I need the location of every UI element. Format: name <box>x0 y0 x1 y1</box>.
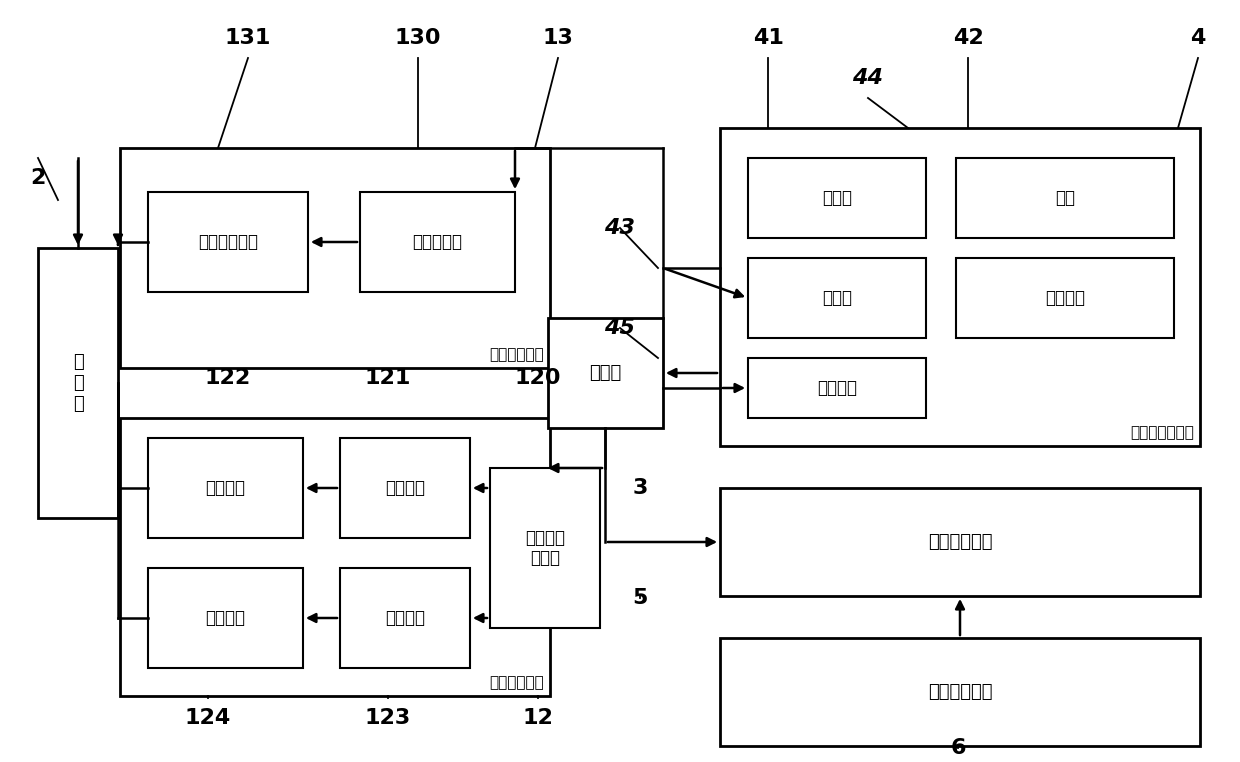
Bar <box>956 258 1174 338</box>
Text: 131: 131 <box>224 28 272 48</box>
Bar <box>148 438 303 538</box>
Bar <box>360 192 515 292</box>
Bar <box>38 248 118 518</box>
Text: 音频设备: 音频设备 <box>817 379 857 397</box>
Bar <box>120 148 551 368</box>
Bar <box>340 438 470 538</box>
Text: 120: 120 <box>515 368 562 388</box>
Bar <box>748 158 926 238</box>
Bar <box>340 568 470 668</box>
Text: 123: 123 <box>365 708 412 728</box>
Text: 载
车
板: 载 车 板 <box>73 354 83 413</box>
Text: 远程控制设备: 远程控制设备 <box>928 533 992 551</box>
Text: 读卡器: 读卡器 <box>822 289 852 307</box>
Text: 43: 43 <box>605 218 635 238</box>
Text: 输送控制器: 输送控制器 <box>413 233 463 251</box>
Text: 3: 3 <box>632 478 647 498</box>
Text: 升降横移
控制器: 升降横移 控制器 <box>525 529 565 568</box>
Text: 12: 12 <box>522 708 553 728</box>
Bar <box>720 488 1200 596</box>
Text: 升降横移设备: 升降横移设备 <box>490 675 544 690</box>
Text: 提升装置: 提升装置 <box>206 479 246 497</box>
Text: 42: 42 <box>952 28 983 48</box>
Bar <box>490 468 600 628</box>
Text: 122: 122 <box>205 368 252 388</box>
Bar <box>148 568 303 668</box>
Text: 安防监控设备: 安防监控设备 <box>928 683 992 701</box>
Text: 6: 6 <box>950 738 966 758</box>
Text: 124: 124 <box>185 708 231 728</box>
Text: 升降电机: 升降电机 <box>384 479 425 497</box>
Text: 控制器: 控制器 <box>589 364 621 382</box>
Text: 急停按钮: 急停按钮 <box>1045 289 1085 307</box>
Text: 横移装置: 横移装置 <box>206 609 246 627</box>
Bar <box>548 318 663 428</box>
Text: 键盘: 键盘 <box>1055 189 1075 207</box>
Text: 2: 2 <box>30 168 46 188</box>
Bar <box>748 358 926 418</box>
Bar <box>748 258 926 338</box>
Text: 45: 45 <box>605 318 635 338</box>
Bar <box>120 418 551 696</box>
Text: 130: 130 <box>394 28 441 48</box>
Text: 41: 41 <box>753 28 784 48</box>
Text: 121: 121 <box>365 368 412 388</box>
Text: 输送变频电机: 输送变频电机 <box>198 233 258 251</box>
Text: 5: 5 <box>632 588 647 608</box>
Text: 显示器: 显示器 <box>822 189 852 207</box>
Text: 智能输送设备: 智能输送设备 <box>490 347 544 362</box>
Text: 存车取车操作台: 存车取车操作台 <box>1130 425 1194 440</box>
Text: 横移电机: 横移电机 <box>384 609 425 627</box>
Bar <box>148 192 308 292</box>
Bar <box>956 158 1174 238</box>
Bar <box>720 128 1200 446</box>
Text: 44: 44 <box>853 68 883 88</box>
Text: 13: 13 <box>543 28 573 48</box>
Bar <box>720 638 1200 746</box>
Text: 4: 4 <box>1190 28 1205 48</box>
